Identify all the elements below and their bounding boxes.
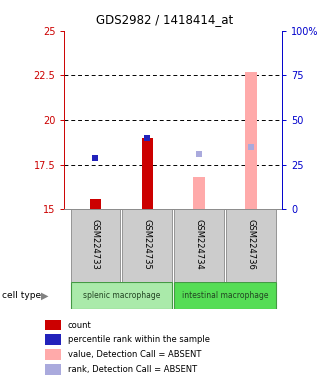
Text: count: count — [68, 321, 92, 329]
Bar — [71, 282, 172, 309]
Text: rank, Detection Call = ABSENT: rank, Detection Call = ABSENT — [68, 365, 197, 374]
Text: value, Detection Call = ABSENT: value, Detection Call = ABSENT — [68, 350, 201, 359]
Point — [197, 151, 202, 157]
Text: ▶: ▶ — [41, 291, 48, 301]
Bar — [193, 177, 205, 209]
Text: cell type: cell type — [2, 291, 41, 300]
Bar — [174, 282, 276, 309]
Bar — [45, 334, 61, 345]
Bar — [122, 209, 172, 282]
Bar — [45, 364, 61, 375]
Point — [145, 135, 150, 141]
Bar — [174, 209, 224, 282]
Text: percentile rank within the sample: percentile rank within the sample — [68, 335, 210, 344]
Bar — [142, 138, 153, 209]
Text: GDS2982 / 1418414_at: GDS2982 / 1418414_at — [96, 13, 234, 26]
Text: GSM224734: GSM224734 — [195, 219, 204, 270]
Text: GSM224733: GSM224733 — [91, 219, 100, 270]
Bar — [226, 209, 276, 282]
Point — [248, 144, 254, 150]
Bar — [45, 319, 61, 330]
Bar — [45, 349, 61, 360]
Point — [93, 155, 98, 161]
Bar — [71, 209, 120, 282]
Bar — [245, 72, 257, 209]
Bar — [90, 199, 101, 209]
Text: GSM224735: GSM224735 — [143, 219, 152, 270]
Text: splenic macrophage: splenic macrophage — [83, 291, 160, 300]
Text: GSM224736: GSM224736 — [247, 219, 255, 270]
Text: intestinal macrophage: intestinal macrophage — [182, 291, 268, 300]
